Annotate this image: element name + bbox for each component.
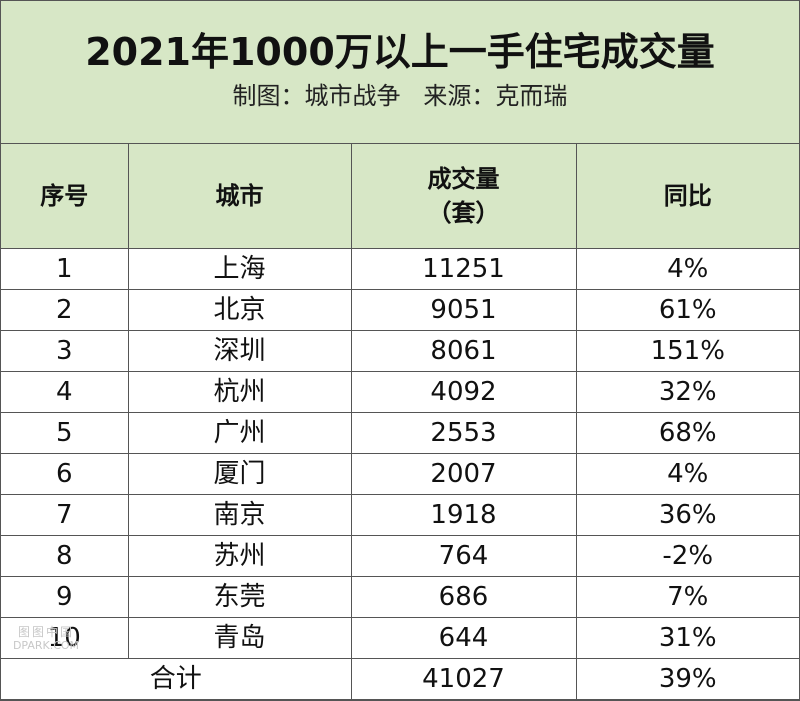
volume-cell: 644	[350, 617, 577, 659]
table-row: 9 东莞 686 7%	[1, 576, 799, 618]
yoy-cell: 4%	[575, 248, 799, 290]
source-credit: 制图：城市战争 来源：克而瑞	[232, 82, 568, 110]
header-volume: 成交量 （套）	[350, 144, 577, 249]
rank-cell: 8	[1, 535, 129, 577]
table-row: 2 北京 9051 61%	[1, 289, 799, 331]
header-volume-unit: （套）	[427, 199, 500, 227]
rank-cell: 9	[1, 576, 129, 618]
city-cell: 东莞	[127, 576, 352, 618]
header-yoy: 同比	[575, 144, 799, 249]
data-table: 序号 城市 成交量 （套） 同比 1 上海 11251 4% 2 北京 9051…	[1, 144, 799, 700]
city-cell: 杭州	[127, 371, 352, 413]
volume-cell: 1918	[350, 494, 577, 536]
city-cell: 厦门	[127, 453, 352, 495]
yoy-cell: 36%	[575, 494, 799, 536]
yoy-cell: 4%	[575, 453, 799, 495]
total-volume: 41027	[350, 658, 577, 700]
volume-cell: 686	[350, 576, 577, 618]
table-row: 8 苏州 764 -2%	[1, 535, 799, 577]
yoy-cell: 7%	[575, 576, 799, 618]
volume-cell: 9051	[350, 289, 577, 331]
rank-cell: 6	[1, 453, 129, 495]
table-row: 4 杭州 4092 32%	[1, 371, 799, 413]
volume-cell: 764	[350, 535, 577, 577]
header-city: 城市	[127, 144, 352, 249]
total-yoy: 39%	[575, 658, 799, 700]
city-cell: 北京	[127, 289, 352, 331]
volume-cell: 2553	[350, 412, 577, 454]
city-cell: 广州	[127, 412, 352, 454]
table-row: 3 深圳 8061 151%	[1, 330, 799, 372]
table-header-row: 序号 城市 成交量 （套） 同比	[1, 144, 799, 249]
total-label: 合计	[1, 658, 352, 700]
page-title: 2021年1000万以上一手住宅成交量	[85, 30, 715, 74]
yoy-cell: 61%	[575, 289, 799, 331]
rank-cell: 10	[1, 617, 129, 659]
table-row: 10 青岛 644 31%	[1, 617, 799, 659]
table-row: 1 上海 11251 4%	[1, 248, 799, 290]
city-cell: 青岛	[127, 617, 352, 659]
rank-cell: 5	[1, 412, 129, 454]
rank-cell: 7	[1, 494, 129, 536]
volume-cell: 2007	[350, 453, 577, 495]
city-cell: 南京	[127, 494, 352, 536]
city-cell: 深圳	[127, 330, 352, 372]
rank-cell: 4	[1, 371, 129, 413]
table-row: 6 厦门 2007 4%	[1, 453, 799, 495]
header-volume-label: 成交量	[427, 165, 500, 193]
title-block: 2021年1000万以上一手住宅成交量 制图：城市战争 来源：克而瑞	[1, 1, 799, 144]
yoy-cell: 68%	[575, 412, 799, 454]
yoy-cell: 31%	[575, 617, 799, 659]
rank-cell: 3	[1, 330, 129, 372]
volume-cell: 8061	[350, 330, 577, 372]
total-row: 合计 41027 39%	[1, 658, 799, 700]
rank-cell: 1	[1, 248, 129, 290]
volume-cell: 11251	[350, 248, 577, 290]
rank-cell: 2	[1, 289, 129, 331]
yoy-cell: 32%	[575, 371, 799, 413]
table-row: 7 南京 1918 36%	[1, 494, 799, 536]
volume-cell: 4092	[350, 371, 577, 413]
yoy-cell: 151%	[575, 330, 799, 372]
city-cell: 上海	[127, 248, 352, 290]
yoy-cell: -2%	[575, 535, 799, 577]
table-row: 5 广州 2553 68%	[1, 412, 799, 454]
city-cell: 苏州	[127, 535, 352, 577]
header-rank: 序号	[1, 144, 129, 249]
